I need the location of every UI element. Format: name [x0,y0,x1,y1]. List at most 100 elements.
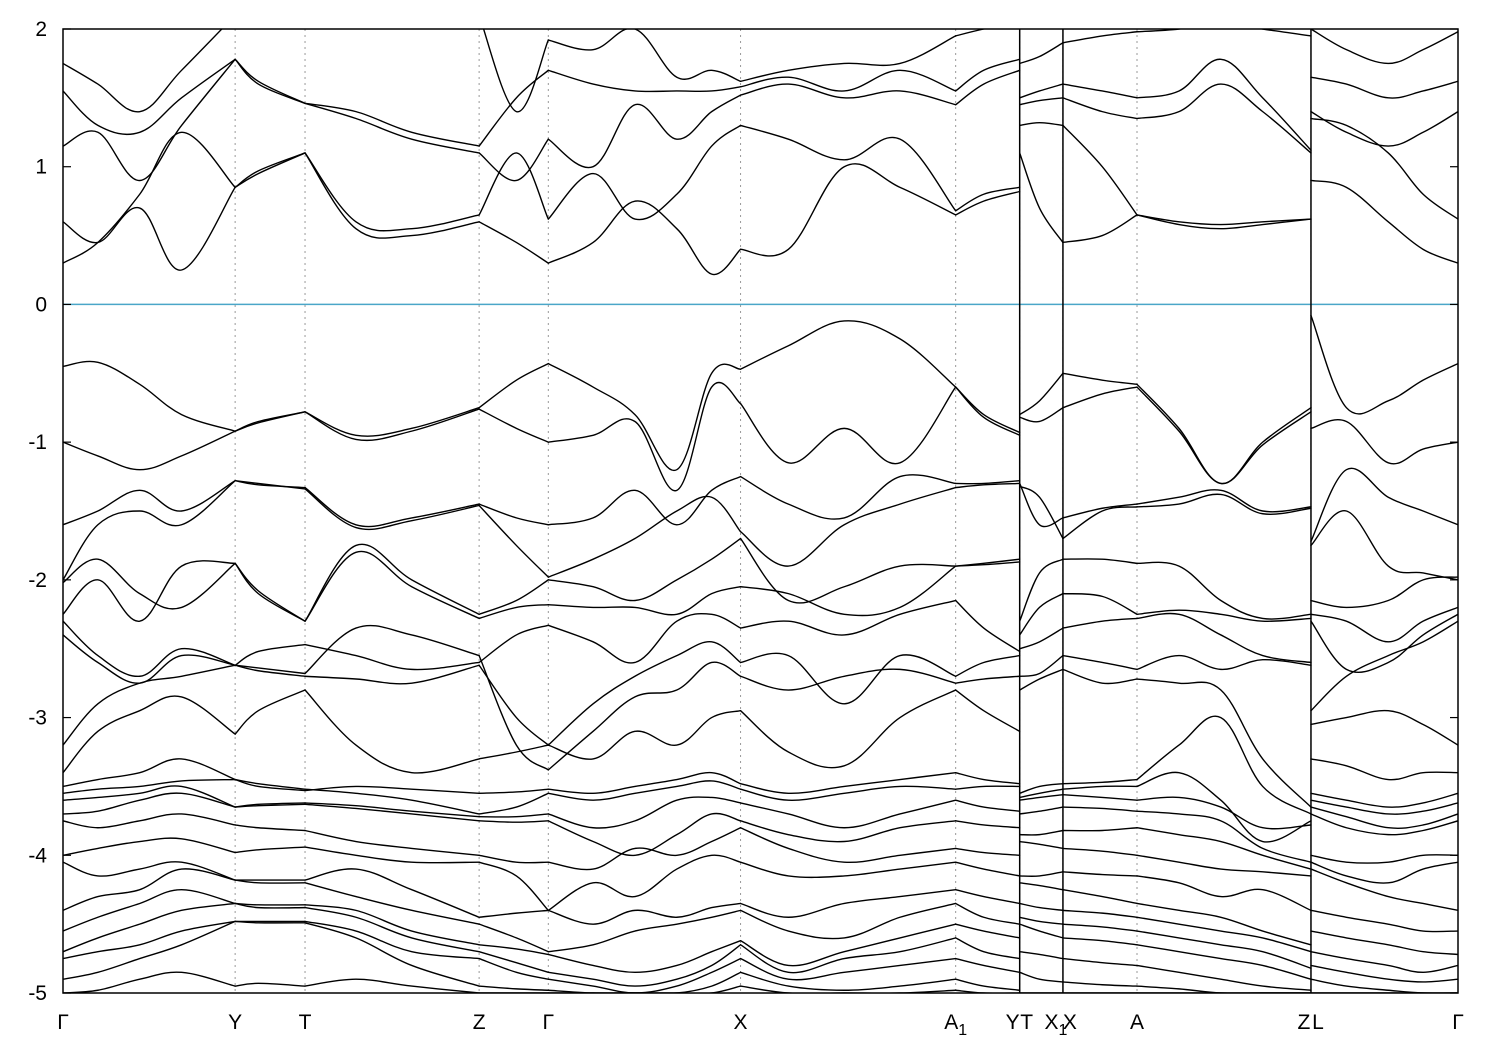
band-line [478,854,550,864]
band-line [1018,923,1064,939]
band-line [1310,117,1458,220]
band-line [234,824,306,832]
band-line [1310,806,1458,829]
y-tick-label: -5 [28,982,47,1005]
band-line [234,803,306,808]
band-line [547,381,742,492]
band-line [482,29,550,113]
band-line [739,486,957,567]
band-line [478,792,550,815]
band-line [954,190,1021,216]
band-line [304,624,480,675]
band-line [1062,506,1138,540]
band-line [234,562,306,622]
band-line [1310,792,1458,808]
band-line [1310,620,1458,712]
band-line [63,971,236,993]
band-line [234,778,306,790]
band-line [954,386,1021,434]
band-line [954,785,1021,790]
band-line [954,937,1021,960]
band-line [478,654,550,771]
band-line [304,788,480,815]
band-line [1062,654,1138,671]
band-line [63,920,236,960]
band-line [1310,419,1458,465]
band-line [234,58,306,105]
band-line [739,902,957,940]
band-line [547,909,742,953]
band-line [478,909,550,918]
band-line [547,661,742,771]
band-line [234,411,306,432]
band-line [954,771,1021,785]
y-tick-label: 0 [35,293,47,316]
band-line [1310,854,1458,864]
band-line [1018,654,1064,677]
band-line [304,408,480,442]
band-line [547,124,742,221]
band-line [63,360,236,432]
band-line [547,780,742,801]
band-line [304,689,480,774]
band-line [1062,778,1138,785]
band-line [1136,214,1312,226]
band-line [304,846,480,864]
band-line [954,978,1021,991]
band-line [63,778,236,795]
band-line [1310,606,1458,643]
band-line [739,799,957,829]
band-line [1310,76,1458,99]
band-line [304,922,480,987]
band-line [954,482,1021,489]
band-line [954,923,1021,939]
kpoint-label: Y [228,1011,242,1034]
band-line [1062,889,1138,905]
y-tick-label: 2 [35,18,47,41]
band-line [1062,592,1138,615]
band-line [954,799,1021,812]
kpoint-label: A [1130,1011,1144,1034]
band-line [954,861,1021,877]
band-line [234,846,306,854]
band-line [1310,709,1458,746]
band-line [954,689,1021,733]
band-line [739,827,957,864]
band-line [63,868,236,912]
band-line [1136,902,1312,946]
band-line [1018,372,1064,416]
band-line [1018,482,1064,528]
band-line [1018,121,1064,127]
band-line [1062,827,1138,832]
band-line [63,620,236,677]
band-line [547,537,742,602]
band-line [1018,806,1064,815]
band-line [304,488,480,531]
band-line [234,58,306,105]
band-line [1018,950,1064,960]
band-line [954,820,1021,829]
band-line [304,803,480,822]
band-line [234,902,306,906]
band-line [954,480,1021,485]
band-line [1062,847,1138,856]
band-line [1136,810,1312,863]
band-line [1062,793,1138,801]
band-line [547,902,742,925]
band-line [1018,152,1064,244]
band-line [1310,510,1458,581]
band-line [1018,882,1064,891]
band-line [1310,978,1458,993]
band-line [478,408,550,443]
band-line [63,792,236,815]
band-line [63,861,236,881]
band-line [1136,985,1312,993]
band-line [478,861,550,912]
band-line [954,69,1021,106]
band-line [547,475,742,526]
band-line [478,985,550,991]
band-line [304,407,480,437]
band-line [739,820,957,843]
band-line [1310,110,1458,147]
